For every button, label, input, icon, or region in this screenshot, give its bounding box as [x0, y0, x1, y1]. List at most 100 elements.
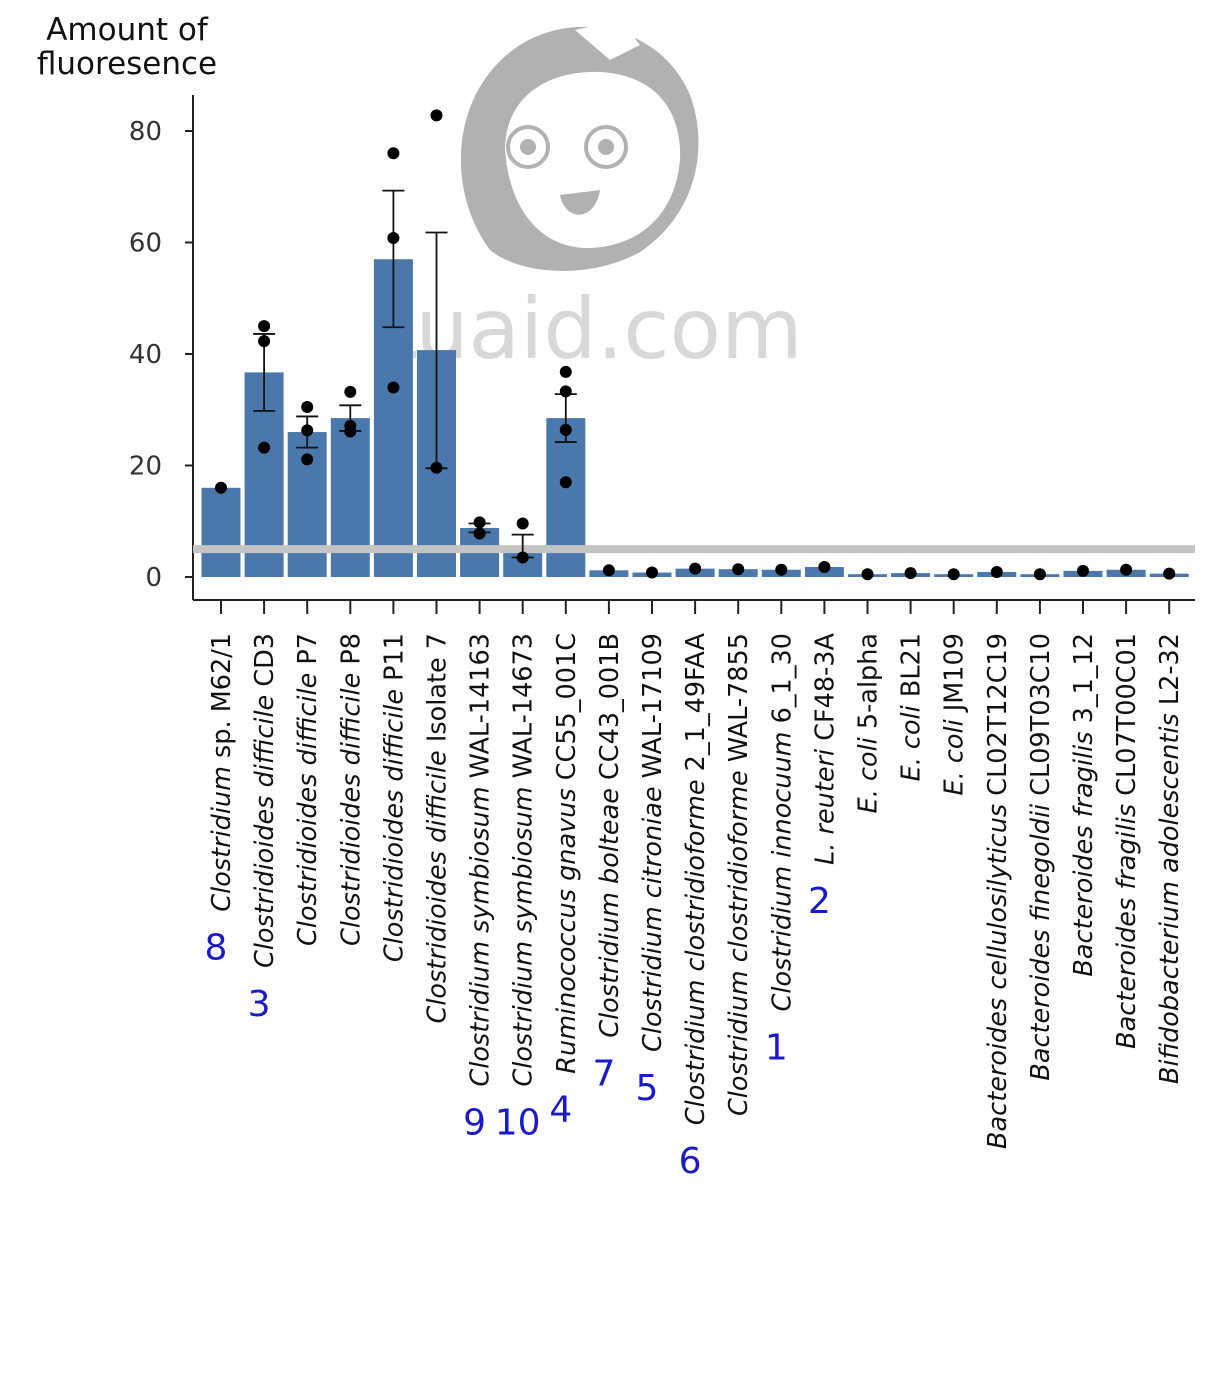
- data-point: [646, 566, 658, 579]
- data-point: [473, 516, 486, 529]
- category-label: Clostridium symbiosum WAL-14163: [466, 633, 496, 1087]
- rank-number: 8: [205, 928, 228, 969]
- category-label-italic: Clostridioides difficile: [293, 673, 323, 946]
- category-label-rest: 6_1_30: [767, 633, 797, 732]
- data-point: [1033, 568, 1046, 581]
- data-points: [215, 109, 1176, 581]
- category-label: Bacteroides cellulosilyticus CL02T12C19: [983, 633, 1013, 1149]
- category-label: Clostridioides difficile P7: [293, 633, 323, 946]
- data-point: [818, 560, 831, 573]
- rank-number: 2: [808, 881, 831, 922]
- data-point: [689, 562, 702, 575]
- data-point: [559, 423, 572, 436]
- data-point: [775, 563, 788, 576]
- category-label-italic: Bacteroides finegoldii: [1026, 804, 1056, 1081]
- category-label-rest: 2_1_49FAA: [681, 632, 711, 779]
- category-label-italic: Clostridium clostridioforme: [724, 770, 754, 1116]
- data-point: [1163, 567, 1176, 580]
- y-tick-label: 40: [129, 340, 162, 370]
- data-point: [258, 441, 271, 454]
- data-point: [258, 335, 271, 348]
- category-label-italic: Clostridium symbiosum: [509, 786, 539, 1086]
- category-label-italic: Bacteroides fragilis: [1069, 732, 1099, 977]
- category-label-italic: Clostridium innocuum: [767, 732, 797, 1012]
- data-point: [602, 564, 615, 577]
- category-label-rest: CF48-3A: [810, 632, 840, 748]
- category-label-rest: WAL-14163: [466, 633, 496, 786]
- category-label-italic: Ruminococcus gnavus: [552, 788, 582, 1073]
- data-point: [1077, 564, 1089, 577]
- category-label-italic: Clostridioides difficile: [250, 695, 280, 968]
- category-label-italic: Clostridium: [207, 766, 237, 912]
- bar: [201, 487, 241, 577]
- data-point: [559, 365, 572, 378]
- category-label: Clostridium symbiosum WAL-14673: [509, 633, 539, 1087]
- data-point: [904, 567, 917, 580]
- category-label-italic: Clostridioides difficile: [336, 673, 366, 946]
- category-label: Clostridium bolteae CC43_001B: [595, 633, 625, 1038]
- rank-number: 3: [248, 984, 271, 1025]
- y-axis: 0 20 40 60 80: [129, 95, 194, 600]
- category-label: Bacteroides fragilis CL07T00C01: [1112, 633, 1142, 1049]
- category-label-italic: Clostridium clostridioforme: [681, 779, 711, 1125]
- category-label: E. coli BL21: [897, 633, 927, 781]
- category-label-rest: L2-32: [1155, 633, 1185, 713]
- data-point: [1120, 563, 1133, 576]
- category-label: Clostridioides difficile Isolate 7: [423, 633, 453, 1023]
- category-label-italic: Bifidobacterium adolescentis: [1155, 713, 1185, 1084]
- category-label-rest: WAL-14673: [509, 633, 539, 786]
- category-label-rest: CD3: [250, 633, 280, 695]
- data-point: [344, 425, 357, 438]
- category-label-italic: Clostridium citroniae: [638, 786, 668, 1051]
- rank-number: 4: [549, 1090, 572, 1131]
- category-label-rest: Isolate 7: [423, 633, 453, 750]
- watermark-logo: [460, 20, 699, 271]
- category-label: Clostridium clostridioforme 2_1_49FAA: [681, 632, 711, 1125]
- data-point: [947, 568, 960, 581]
- rank-number: 6: [679, 1141, 702, 1182]
- bar: [330, 418, 370, 577]
- data-point: [387, 147, 400, 160]
- category-label-italic: Bacteroides cellulosilyticus: [983, 804, 1013, 1149]
- category-label: Clostridioides difficile CD3: [250, 633, 280, 968]
- category-labels: Clostridium sp. M62/1 Clostridioides diff…: [207, 632, 1185, 1148]
- data-point: [430, 109, 443, 122]
- rank-number: 7: [592, 1054, 615, 1095]
- rank-number: 1: [765, 1027, 788, 1068]
- data-point: [215, 481, 227, 494]
- category-label-italic: L. reuteri: [810, 749, 840, 865]
- category-label: Clostridioides difficile P8: [336, 633, 366, 946]
- y-tick-label: 20: [129, 452, 162, 482]
- data-point: [301, 424, 314, 437]
- category-label-italic: Clostridium bolteae: [595, 788, 625, 1038]
- category-label-rest: CL02T12C19: [983, 633, 1013, 804]
- category-label-rest: P7: [293, 633, 323, 673]
- category-label-rest: JM109: [940, 633, 970, 719]
- category-label-rest: CC55_001C: [552, 633, 582, 788]
- data-point: [387, 381, 400, 394]
- category-label-italic: Clostridioides difficile: [423, 750, 453, 1023]
- rank-labels: 83 9 10 47 56 1 2: [205, 881, 831, 1182]
- category-label: Clostridium innocuum 6_1_30: [767, 633, 797, 1011]
- data-point: [301, 453, 314, 466]
- category-label-rest: CC43_001B: [595, 633, 625, 788]
- category-label-italic: Bacteroides fragilis: [1112, 804, 1142, 1049]
- data-point: [516, 551, 529, 564]
- data-point: [387, 232, 400, 245]
- y-tick-label: 0: [145, 563, 162, 593]
- y-axis-label-line: Amount of: [46, 12, 209, 48]
- category-label-rest: CL07T00C01: [1112, 633, 1142, 804]
- category-label: Clostridioides difficile P11: [379, 633, 409, 962]
- category-label-italic: Clostridioides difficile: [379, 689, 409, 962]
- data-point: [430, 461, 443, 474]
- y-axis-label-line: fluoresence: [37, 46, 217, 82]
- category-label: Bacteroides fragilis 3_1_12: [1069, 633, 1099, 977]
- data-point: [990, 565, 1003, 578]
- category-label-rest: P8: [336, 633, 366, 673]
- data-point: [559, 385, 572, 398]
- category-label-rest: 3_1_12: [1069, 633, 1099, 732]
- category-label: Ruminococcus gnavus CC55_001C: [552, 633, 582, 1074]
- category-label-rest: CL09T03C10: [1026, 633, 1056, 804]
